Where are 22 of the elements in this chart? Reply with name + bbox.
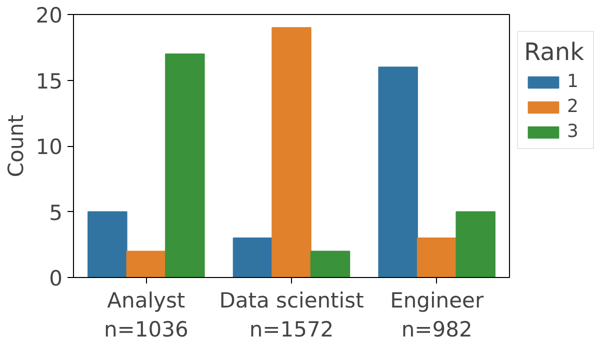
y-tick-label: 10 [36,135,63,159]
legend-label: 3 [567,121,580,142]
bar [310,250,350,278]
bar [165,53,205,278]
bar [126,250,166,278]
bar [456,211,496,278]
y-axis-title: Count [4,114,28,178]
x-tick-label: Engineer n=982 [390,288,484,342]
bar [232,238,273,278]
bar [88,211,128,278]
y-tick-label: 0 [49,266,63,290]
legend-title: Rank [524,38,585,66]
y-tick-label: 5 [49,200,63,225]
bar [378,66,418,278]
y-tick-label: 15 [36,69,63,94]
legend-label: 2 [567,96,580,117]
bar [416,238,457,278]
bar [272,27,312,278]
legend-label: 1 [567,71,580,92]
x-tick-label: Data scientist n=1572 [219,288,364,342]
x-tick-label: Analyst n=1036 [104,288,188,342]
y-tick-label: 20 [36,4,63,28]
